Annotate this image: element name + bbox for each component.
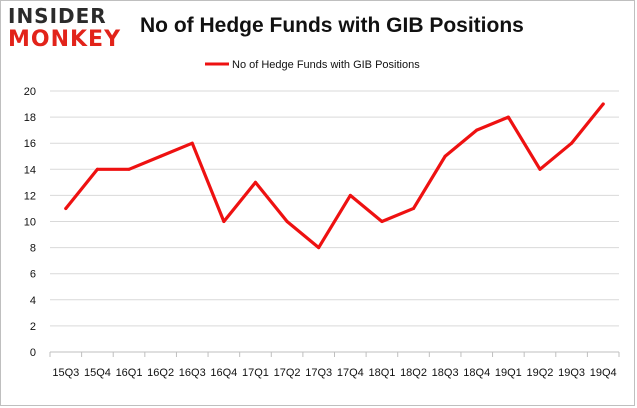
- x-tick-label: 19Q2: [527, 367, 554, 379]
- logo-line-2: MONKEY: [8, 27, 122, 52]
- x-tick-label: 19Q3: [558, 367, 585, 379]
- y-tick-label: 8: [30, 243, 36, 255]
- data-point-18Q4: [475, 128, 479, 132]
- series-group: [64, 102, 605, 250]
- x-tick-label: 16Q4: [210, 367, 237, 379]
- data-point-15Q3: [64, 206, 68, 210]
- x-tick-label: 15Q3: [52, 367, 79, 379]
- data-point-18Q2: [412, 206, 416, 210]
- y-tick-label: 10: [24, 217, 36, 229]
- y-tick-label: 12: [24, 190, 36, 202]
- data-point-19Q2: [538, 167, 542, 171]
- insider-monkey-logo: INSIDER MONKEY: [8, 6, 128, 54]
- y-tick-label: 18: [24, 112, 36, 124]
- x-tick-label: 16Q1: [116, 367, 143, 379]
- legend: No of Hedge Funds with GIB Positions: [205, 59, 420, 71]
- data-point-18Q3: [443, 154, 447, 158]
- data-point-16Q3: [190, 141, 194, 145]
- x-tick-label: 17Q1: [242, 367, 269, 379]
- x-tick-label: 17Q3: [305, 367, 332, 379]
- x-tick-label: 18Q2: [400, 367, 427, 379]
- data-point-18Q1: [380, 220, 384, 223]
- grid-lines: [50, 90, 619, 327]
- x-tick-labels: 15Q3 15Q4 16Q1 16Q2 16Q3 16Q4 17Q1 17Q2 17Q3 17Q4…: [52, 367, 616, 379]
- chart-title: No of Hedge Funds with GIB Positions: [140, 14, 524, 37]
- data-point-17Q1: [253, 180, 257, 184]
- data-point-19Q3: [570, 141, 574, 145]
- data-point-19Q4: [601, 102, 605, 106]
- data-point-17Q4: [348, 193, 352, 197]
- data-point-16Q4: [222, 220, 226, 223]
- x-tick-label: 16Q2: [147, 367, 174, 379]
- logo-line-1: INSIDER: [8, 4, 107, 28]
- x-tick-label: 18Q4: [463, 367, 490, 379]
- y-tick-label: 0: [30, 347, 36, 359]
- data-point-16Q2: [159, 154, 163, 158]
- data-point-17Q3: [317, 246, 321, 250]
- y-tick-label: 2: [30, 321, 36, 333]
- y-tick-labels: 0 2 4 6 8 10 12 14 16 18 20: [24, 86, 36, 359]
- x-tick-label: 18Q1: [368, 367, 395, 379]
- x-tick-label: 18Q3: [432, 367, 459, 379]
- data-point-15Q4: [95, 167, 99, 171]
- axes: [49, 351, 620, 357]
- y-tick-label: 6: [30, 269, 36, 281]
- x-tick-label: 17Q4: [337, 367, 364, 379]
- x-tick-label: 15Q4: [84, 367, 111, 379]
- y-tick-label: 4: [30, 295, 36, 307]
- x-tick-label: 16Q3: [179, 367, 206, 379]
- data-point-17Q2: [285, 220, 289, 223]
- y-tick-label: 16: [24, 138, 36, 150]
- data-point-19Q1: [506, 115, 510, 119]
- x-tick-label: 17Q2: [274, 367, 301, 379]
- y-tick-label: 14: [24, 164, 36, 176]
- y-tick-label: 20: [24, 86, 36, 98]
- legend-label: No of Hedge Funds with GIB Positions: [232, 59, 420, 71]
- x-tick-label: 19Q4: [590, 367, 617, 379]
- x-tick-label: 19Q1: [495, 367, 522, 379]
- data-point-16Q1: [127, 167, 131, 171]
- series-line: [64, 102, 605, 250]
